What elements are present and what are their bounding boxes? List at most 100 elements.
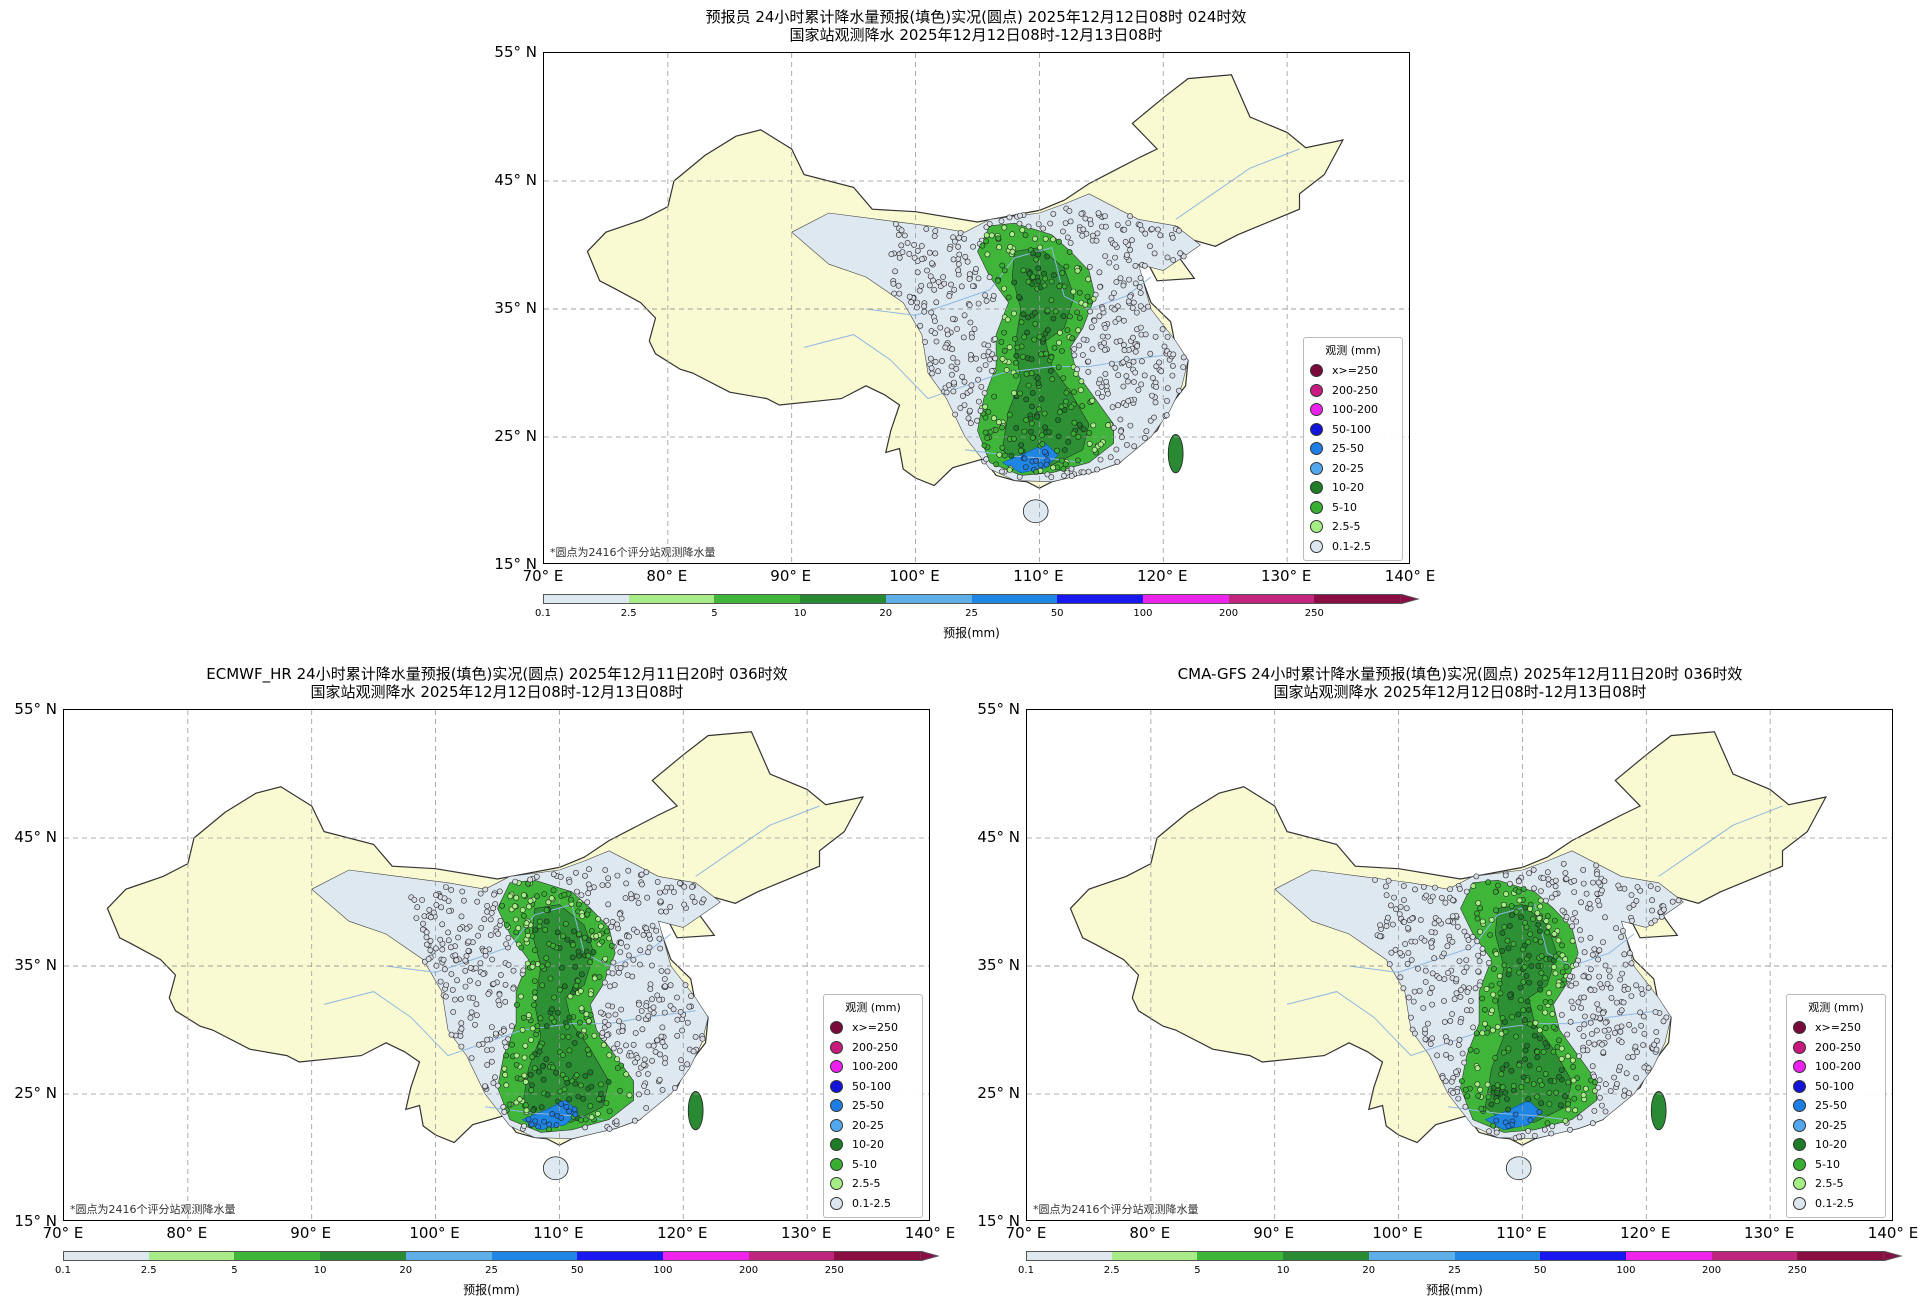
station-marker bbox=[1441, 1019, 1448, 1025]
station-marker bbox=[1583, 1085, 1589, 1092]
station-marker bbox=[1556, 1037, 1562, 1044]
station-marker bbox=[662, 888, 669, 895]
station-marker bbox=[1180, 253, 1187, 260]
station-marker bbox=[543, 1023, 550, 1029]
station-marker bbox=[1035, 406, 1042, 413]
station-marker bbox=[1424, 1020, 1431, 1027]
station-marker bbox=[1527, 905, 1533, 912]
station-marker bbox=[1578, 899, 1584, 906]
station-marker bbox=[999, 468, 1005, 475]
legend-swatch bbox=[1310, 539, 1323, 553]
station-marker bbox=[1028, 420, 1035, 427]
colorbar-segment bbox=[1797, 1251, 1884, 1261]
station-marker bbox=[541, 891, 548, 897]
station-marker bbox=[564, 1023, 571, 1030]
station-marker bbox=[579, 913, 586, 919]
station-marker bbox=[440, 956, 447, 963]
station-marker bbox=[1176, 387, 1182, 394]
station-marker bbox=[1515, 888, 1522, 895]
station-marker bbox=[1018, 442, 1024, 448]
station-marker bbox=[1447, 1017, 1454, 1024]
station-marker bbox=[961, 402, 968, 408]
station-marker bbox=[1568, 982, 1575, 989]
station-marker bbox=[1535, 921, 1542, 928]
station-marker bbox=[1516, 1133, 1522, 1140]
longitude-label: 130° E bbox=[1260, 567, 1312, 585]
station-marker bbox=[1607, 985, 1614, 991]
station-marker bbox=[543, 918, 550, 925]
station-marker bbox=[1463, 964, 1470, 971]
hainan-island bbox=[1505, 1156, 1532, 1181]
station-marker bbox=[512, 916, 519, 923]
colorbar-tick: 100 bbox=[1133, 608, 1153, 619]
legend-label: 5-10 bbox=[852, 1157, 877, 1171]
station-marker bbox=[445, 898, 452, 904]
station-marker bbox=[953, 365, 960, 372]
station-marker bbox=[657, 898, 664, 905]
station-marker bbox=[1428, 984, 1435, 991]
station-marker bbox=[1458, 1078, 1465, 1084]
station-marker bbox=[1164, 254, 1171, 261]
station-marker bbox=[1071, 419, 1078, 426]
station-marker bbox=[505, 934, 512, 941]
station-marker bbox=[1618, 1007, 1625, 1014]
station-marker bbox=[583, 1011, 590, 1018]
station-marker bbox=[892, 268, 898, 275]
station-marker bbox=[1631, 1027, 1638, 1034]
longitude-label: 100° E bbox=[889, 567, 940, 585]
legend-swatch bbox=[830, 1060, 843, 1074]
station-marker bbox=[1091, 317, 1098, 324]
station-marker bbox=[497, 917, 504, 924]
station-marker bbox=[1120, 383, 1127, 390]
station-marker bbox=[528, 1087, 535, 1094]
station-marker bbox=[945, 382, 952, 389]
station-marker bbox=[602, 955, 609, 962]
station-marker bbox=[465, 938, 472, 945]
station-marker bbox=[1087, 221, 1094, 227]
colorbar-tick: 50 bbox=[570, 1265, 584, 1276]
station-marker bbox=[1506, 992, 1513, 998]
footnote: *圆点为2416个评分站观测降水量 bbox=[1033, 1203, 1199, 1216]
panel-title: 预报员 24小时累计降水量预报(填色)实况(圆点) 2025年12月12日08时… bbox=[476, 8, 1476, 44]
station-marker bbox=[1141, 372, 1148, 379]
station-marker bbox=[981, 442, 988, 449]
station-marker bbox=[1647, 883, 1654, 890]
station-marker bbox=[645, 1071, 651, 1077]
station-marker bbox=[1158, 368, 1165, 375]
station-marker bbox=[516, 1096, 523, 1103]
colorbar-tick: 10 bbox=[793, 608, 807, 619]
station-marker bbox=[1389, 921, 1396, 928]
legend-label: x>=250 bbox=[1815, 1021, 1861, 1035]
station-marker bbox=[1103, 378, 1109, 385]
station-marker bbox=[567, 993, 574, 1000]
station-marker bbox=[647, 986, 654, 992]
station-marker bbox=[1654, 1037, 1660, 1044]
station-marker bbox=[1463, 957, 1470, 963]
station-marker bbox=[1422, 979, 1429, 985]
latitude-label: 35° N bbox=[494, 299, 537, 317]
station-marker bbox=[1526, 979, 1532, 986]
latitude-label: 55° N bbox=[14, 700, 57, 718]
station-marker bbox=[973, 265, 979, 272]
station-marker bbox=[1036, 333, 1043, 340]
station-marker bbox=[1041, 410, 1048, 417]
station-marker bbox=[1542, 999, 1549, 1005]
station-marker bbox=[1462, 1086, 1469, 1093]
station-marker bbox=[614, 1041, 621, 1047]
station-marker bbox=[1522, 1047, 1529, 1054]
station-marker bbox=[657, 945, 664, 952]
station-marker bbox=[603, 1100, 610, 1106]
station-marker bbox=[1477, 905, 1483, 912]
station-marker bbox=[1033, 256, 1040, 263]
station-marker bbox=[1059, 270, 1066, 276]
station-marker bbox=[571, 1106, 578, 1113]
legend-swatch bbox=[830, 1157, 843, 1171]
latitude-label: 45° N bbox=[14, 828, 57, 846]
station-marker bbox=[1492, 1054, 1499, 1061]
station-marker bbox=[1547, 1077, 1554, 1084]
station-marker bbox=[1420, 1005, 1427, 1011]
station-marker bbox=[433, 962, 440, 969]
colorbar-tick: 50 bbox=[1533, 1265, 1547, 1276]
station-marker bbox=[1113, 446, 1120, 453]
station-marker bbox=[559, 1033, 566, 1040]
